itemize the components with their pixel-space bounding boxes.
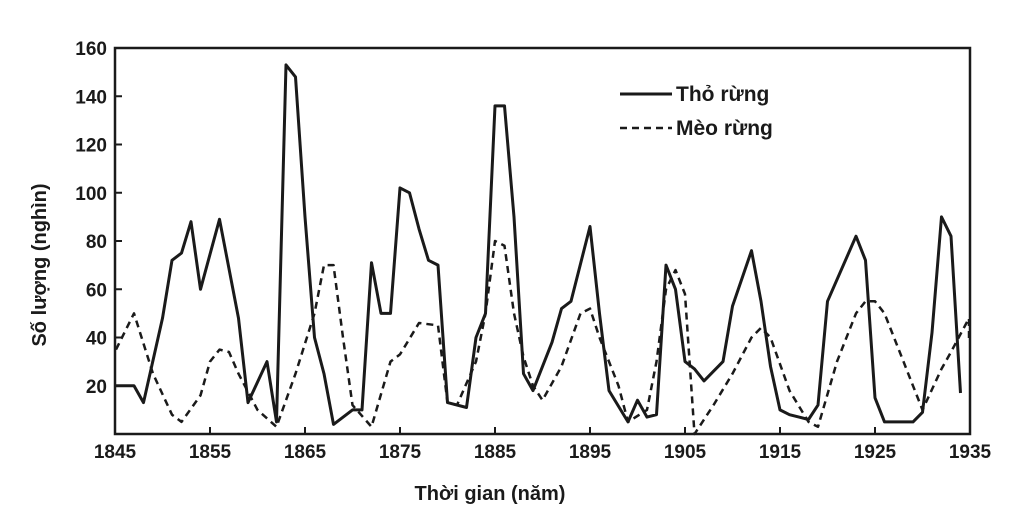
y-tick-label: 40 [86, 329, 107, 350]
legend: Thỏ rừng Mèo rừng [620, 83, 773, 140]
y-tick-label: 100 [75, 184, 107, 205]
legend-label-meo-rung: Mèo rừng [676, 117, 773, 140]
x-tick-label: 1905 [664, 442, 707, 463]
x-axis-ticks: 1845 1855 1865 1875 1885 1895 1905 1915 1925 1935 [94, 427, 992, 463]
x-tick-label: 1925 [854, 442, 897, 463]
x-tick-label: 1895 [569, 442, 612, 463]
y-axis-ticks: 20 40 60 80 100 120 140 160 [75, 39, 122, 398]
x-axis-label: Thời gian (năm) [415, 483, 566, 505]
x-tick-label: 1915 [759, 442, 802, 463]
x-tick-label: 1845 [94, 442, 137, 463]
y-tick-label: 80 [86, 232, 107, 253]
x-tick-label: 1935 [949, 442, 992, 463]
x-tick-label: 1875 [379, 442, 422, 463]
series-lines [114, 63, 971, 436]
y-axis-label: Số lượng (nghìn) [29, 183, 51, 346]
x-tick-label: 1865 [284, 442, 327, 463]
legend-label-tho-rung: Thỏ rừng [676, 83, 769, 106]
x-tick-label: 1855 [189, 442, 232, 463]
x-tick-label: 1885 [474, 442, 517, 463]
plot-area-frame [113, 46, 972, 436]
y-tick-label: 60 [86, 280, 107, 301]
y-tick-label: 120 [75, 136, 107, 157]
series-line-meo-rung [114, 239, 971, 436]
y-tick-label: 20 [86, 377, 107, 398]
y-tick-label: 140 [75, 87, 107, 108]
y-tick-label: 160 [75, 39, 107, 60]
